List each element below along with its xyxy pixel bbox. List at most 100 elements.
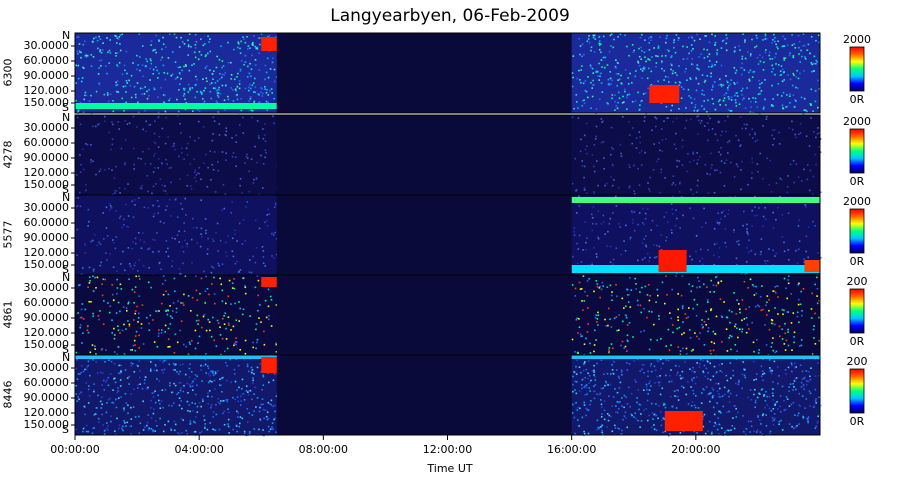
- panel-6300-pixel: [782, 91, 785, 94]
- panel-8446-pixel: [584, 385, 587, 387]
- y-tick-label: 90.0000: [23, 311, 70, 324]
- panel-6300-pixel: [807, 43, 810, 46]
- panel-4278-pixel: [593, 170, 596, 173]
- panel-4278-pixel: [700, 120, 703, 122]
- panel-8446-pixel: [248, 412, 251, 414]
- panel-8446-pixel: [801, 370, 804, 373]
- panel-5577-pixel: [656, 244, 658, 247]
- panel-4278-pixel: [787, 175, 789, 177]
- panel-8446-pixel: [223, 410, 226, 413]
- colorbar-max-label: 2000: [843, 33, 871, 46]
- panel-8446-pixel: [261, 398, 264, 400]
- panel-5577-pixel: [203, 270, 205, 273]
- panel-4278-pixel: [681, 145, 684, 148]
- panel-6300-pixel: [730, 110, 733, 112]
- panel-4278-pixel: [665, 138, 667, 140]
- panel-8446-pixel: [648, 414, 650, 417]
- south-label: S: [62, 101, 69, 114]
- panel-8446-pixel: [583, 430, 585, 433]
- panel-6300-pixel: [802, 112, 805, 115]
- panel-8446-pixel: [193, 431, 196, 433]
- panel-8446-pixel: [781, 385, 784, 388]
- y-tick-label: 150.000: [23, 178, 70, 191]
- panel-4278-pixel: [111, 143, 114, 146]
- panel-6300-pixel: [792, 56, 794, 58]
- panel-6300-pixel: [173, 33, 176, 35]
- panel-label-6300: 6300: [1, 58, 15, 87]
- panel-5577-pixel: [262, 250, 265, 252]
- panel-5577-pixel: [103, 238, 105, 240]
- panel-6300-pixel: [216, 92, 219, 94]
- panel-8446-pixel: [159, 417, 161, 420]
- panel-6300-pixel: [671, 104, 673, 107]
- panel-4861-pixel: [587, 323, 590, 325]
- panel-4861-pixel: [746, 323, 749, 326]
- panel-4861-pixel: [134, 312, 136, 315]
- panel-5577-pixel: [105, 227, 108, 229]
- panel-4861-pixel: [260, 321, 262, 323]
- panel-4861-pixel: [814, 343, 817, 345]
- panel-4861-pixel: [224, 312, 227, 314]
- panel-4278-pixel: [676, 159, 678, 162]
- panel-4278-pixel: [90, 144, 92, 146]
- panel-8446-pixel: [583, 432, 586, 435]
- panel-4278-pixel: [771, 134, 773, 137]
- panel-4861-pixel: [235, 319, 238, 321]
- panel-4278-pixel: [639, 141, 641, 144]
- panel-4861-pixel: [625, 305, 627, 308]
- panel-8446-pixel: [721, 363, 723, 365]
- panel-8446-pixel: [212, 374, 215, 377]
- panel-6300-pixel: [622, 95, 624, 98]
- panel-8446-pixel: [221, 377, 223, 379]
- panel-6300-pixel: [614, 100, 617, 103]
- panel-8446-pixel: [593, 385, 595, 388]
- panel-4278-pixel: [575, 189, 577, 192]
- panel-6300-pixel: [584, 80, 587, 82]
- panel-4861-pixel: [741, 328, 744, 330]
- panel-6300-pixel: [688, 52, 690, 55]
- panel-8446-pixel: [585, 368, 588, 371]
- panel-8446-pixel: [126, 421, 128, 424]
- panel-8446-pixel: [586, 408, 588, 410]
- panel-6300-pixel: [716, 49, 719, 51]
- panel-8446-pixel: [621, 397, 623, 399]
- panel-8446-pixel: [174, 384, 177, 387]
- panel-8446-pixel: [235, 424, 238, 426]
- panel-8446-pixel: [802, 385, 805, 387]
- panel-8446-pixel: [757, 416, 759, 418]
- panel-5577-pixel: [175, 197, 177, 200]
- panel-4861-pixel: [710, 308, 713, 310]
- panel-6300-pixel: [782, 107, 784, 109]
- panel-4861-pixel: [197, 319, 200, 322]
- panel-4278-pixel: [686, 170, 689, 173]
- panel-4861-pixel: [641, 286, 643, 289]
- panel-8446-pixel: [769, 367, 771, 369]
- panel-5577-pixel: [772, 227, 775, 229]
- panel-6300-pixel: [757, 93, 760, 95]
- panel-5577-pixel: [180, 273, 183, 276]
- panel-5577-pixel: [653, 244, 655, 246]
- panel-6300-pixel: [191, 87, 194, 89]
- panel-6300-pixel: [688, 95, 690, 97]
- panel-8446-pixel: [670, 380, 673, 383]
- panel-4861-pixel: [707, 301, 709, 303]
- panel-6300-pixel: [192, 110, 194, 112]
- panel-4861-pixel: [731, 311, 733, 313]
- panel-6300-pixel: [765, 38, 768, 40]
- panel-8446-pixel: [741, 360, 743, 363]
- panel-6300-pixel: [641, 70, 644, 72]
- panel-4861-pixel: [134, 335, 137, 337]
- panel-8446-pixel: [580, 384, 583, 386]
- panel-4278-pixel: [706, 122, 709, 124]
- panel-8446-pixel: [796, 425, 798, 427]
- panel-4278-pixel: [792, 128, 794, 131]
- panel-6300-pixel: [615, 59, 617, 61]
- panel-8446-pixel: [268, 430, 270, 433]
- panel-6300-pixel: [784, 57, 787, 59]
- panel-6300-pixel: [145, 58, 147, 60]
- panel-4861-pixel: [95, 287, 97, 289]
- panel-6300-pixel: [598, 48, 601, 51]
- panel-5577-pixel: [612, 258, 615, 261]
- panel-6300-pixel: [212, 87, 215, 89]
- panel-4278-pixel: [729, 161, 732, 164]
